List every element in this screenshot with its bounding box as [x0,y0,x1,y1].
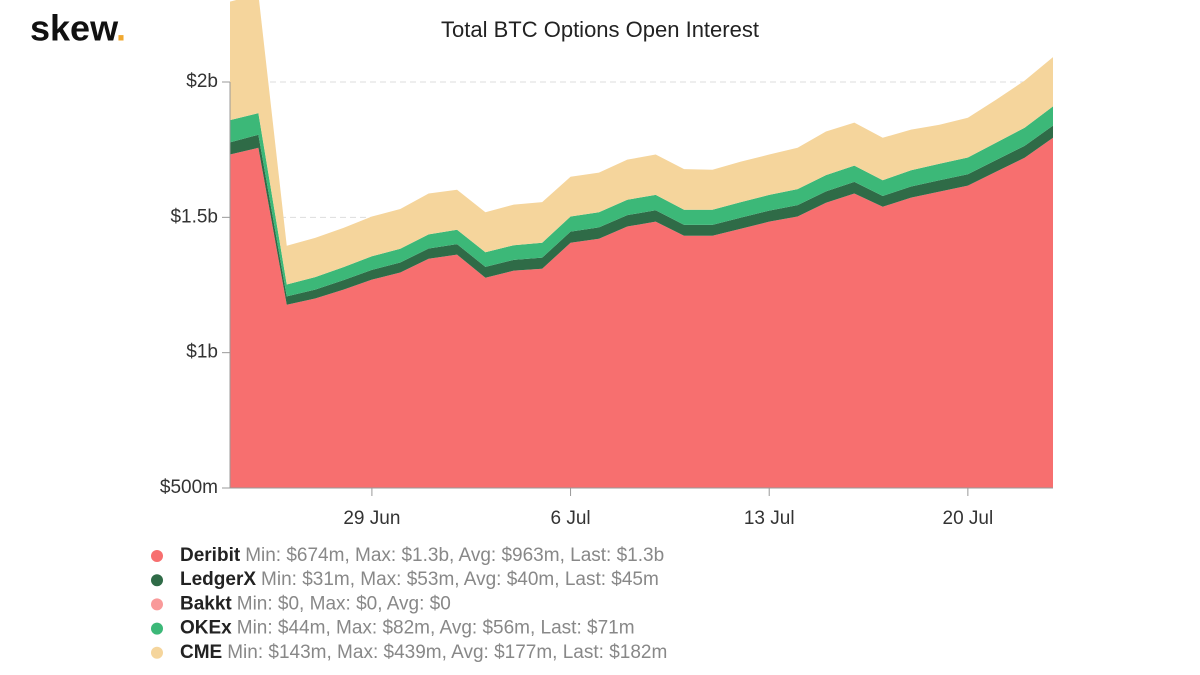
legend-stats: Min: $0, Max: $0, Avg: $0 [237,593,451,614]
axes: $500m $1b $1.5b $2b 29 Jun 6 Jul 13 Jul 20 Jul [160,71,1053,529]
legend-marker [151,646,163,659]
x-tick-label: 20 Jul [943,508,994,529]
legend-entry: LedgerX Min: $31m, Max: $53m, Avg: $40m, … [180,569,659,590]
legend-marker [151,622,163,635]
legend-name: Bakkt [180,593,232,614]
legend-entry: OKEx Min: $44m, Max: $82m, Avg: $56m, Las… [180,618,635,639]
y-tick-label: $1.5b [170,206,218,227]
area [230,137,1053,489]
legend-stats: Min: $674m, Max: $1.3b, Avg: $963m, Last… [245,545,664,566]
y-tick-label: $1b [186,342,218,363]
legend: Deribit Min: $674m, Max: $1.3b, Avg: $963… [151,545,667,663]
legend-entry: Deribit Min: $674m, Max: $1.3b, Avg: $963… [180,545,664,566]
areas [230,0,1053,489]
brand-dot: . [116,8,126,49]
legend-stats: Min: $31m, Max: $53m, Avg: $40m, Last: $… [261,569,659,590]
area [230,0,1053,285]
legend-marker [151,598,163,611]
x-tick-label: 13 Jul [744,508,795,529]
legend-entry: CME Min: $143m, Max: $439m, Avg: $177m, L… [180,642,667,663]
legend-name: Deribit [180,545,241,566]
brand-name: skew [30,8,119,49]
legend-stats: Min: $143m, Max: $439m, Avg: $177m, Last… [227,642,667,663]
legend-marker [151,574,163,587]
chart-title: Total BTC Options Open Interest [441,17,759,42]
x-tick-label: 6 Jul [550,508,590,529]
legend-name: OKEx [180,618,232,639]
legend-name: CME [180,642,222,663]
x-tick-label: 29 Jun [343,508,400,529]
legend-stats: Min: $44m, Max: $82m, Avg: $56m, Last: $… [237,618,635,639]
legend-marker [151,550,163,562]
area [230,125,1053,305]
legend-entry: Bakkt Min: $0, Max: $0, Avg: $0 [180,593,451,614]
area [230,106,1053,297]
legend-name: LedgerX [180,569,256,590]
y-tick-label: $2b [186,71,218,92]
y-tick-label: $500m [160,477,218,498]
